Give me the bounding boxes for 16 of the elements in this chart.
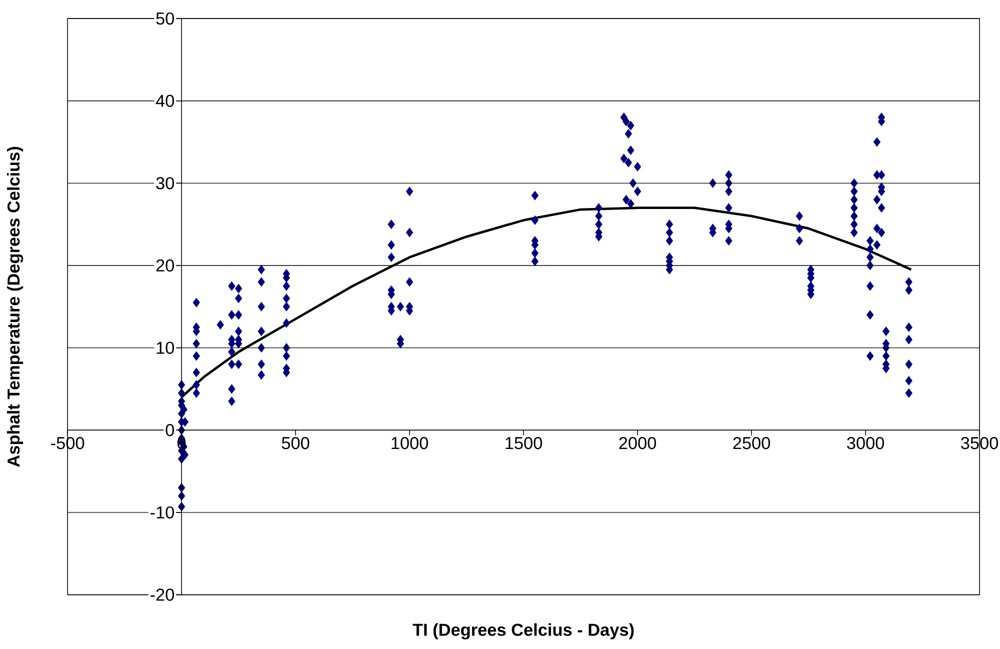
y-tick-label: 0 [166, 424, 174, 436]
x-tick-label: 2000 [619, 436, 656, 450]
y-tick-label: -20 [150, 588, 174, 601]
y-tick-label: -10 [150, 506, 174, 519]
y-tick-label: 10 [156, 342, 174, 354]
y-axis-title: Asphalt Temperature (Degrees Celcius) [7, 146, 24, 467]
x-tick-label: 1000 [392, 436, 428, 450]
y-tick-label: 50 [156, 12, 174, 25]
x-tick-label: 500 [282, 436, 310, 450]
x-axis-title: TI (Degrees Celcius - Days) [412, 623, 634, 640]
y-tick-label: 30 [156, 177, 174, 190]
y-tick-label: 20 [156, 259, 174, 272]
x-tick-label: 2500 [733, 436, 770, 450]
y-tick-label: 40 [156, 94, 174, 107]
x-tick-label: 3000 [847, 436, 884, 450]
x-tick-label: 1500 [506, 436, 542, 450]
